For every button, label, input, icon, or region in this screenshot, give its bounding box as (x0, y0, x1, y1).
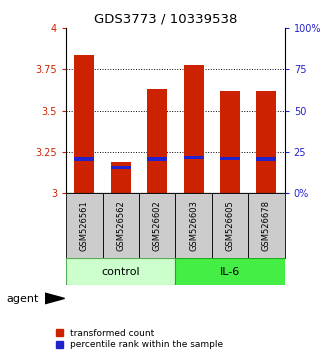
Text: GSM526561: GSM526561 (80, 200, 89, 251)
Text: GDS3773 / 10339538: GDS3773 / 10339538 (94, 12, 237, 25)
Bar (212, 193, 248, 258)
Bar (220, 156, 240, 160)
Bar (66, 193, 103, 258)
Bar (184, 156, 204, 159)
Polygon shape (45, 293, 65, 304)
Bar (103, 193, 139, 258)
Bar (220, 91, 240, 193)
Bar (74, 55, 94, 193)
Bar (257, 91, 276, 193)
Bar (111, 166, 131, 169)
Text: agent: agent (7, 294, 39, 304)
Bar (248, 193, 285, 258)
Bar (175, 258, 285, 285)
Text: GSM526602: GSM526602 (153, 200, 162, 251)
Text: IL-6: IL-6 (220, 267, 240, 277)
Bar (257, 158, 276, 161)
Text: GSM526678: GSM526678 (262, 200, 271, 251)
Text: control: control (102, 267, 140, 277)
Bar (139, 193, 175, 258)
Bar (111, 162, 131, 193)
Bar (66, 258, 175, 285)
Bar (184, 64, 204, 193)
Bar (74, 158, 94, 161)
Bar (147, 89, 167, 193)
Bar (175, 193, 212, 258)
Legend: transformed count, percentile rank within the sample: transformed count, percentile rank withi… (56, 329, 223, 349)
Bar (147, 158, 167, 161)
Text: GSM526603: GSM526603 (189, 200, 198, 251)
Text: GSM526605: GSM526605 (225, 200, 235, 251)
Text: GSM526562: GSM526562 (116, 200, 125, 251)
